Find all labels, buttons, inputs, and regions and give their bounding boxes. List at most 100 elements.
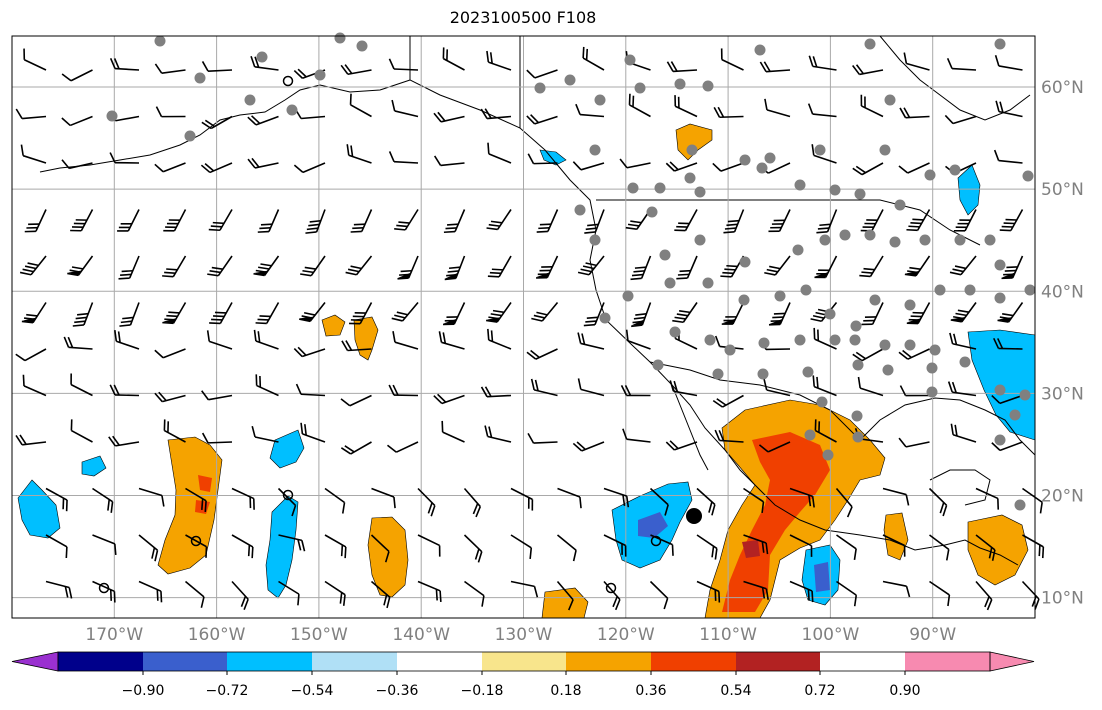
- wind-barb: [340, 64, 372, 76]
- wind-barb: [138, 534, 159, 562]
- station-marker: [864, 229, 876, 241]
- station-marker: [712, 368, 724, 380]
- wind-barb: [324, 580, 346, 606]
- station-marker: [622, 290, 634, 302]
- wind-barb: [763, 378, 791, 397]
- wind-barb: [154, 391, 186, 403]
- wind-barb: [950, 302, 977, 323]
- longitude-tick-labels: 170°W 160°W 150°W 140°W 130°W 120°W 110°W 100°W…: [85, 625, 956, 645]
- wind-barb: [67, 255, 94, 277]
- station-marker: [756, 162, 768, 174]
- open-circle-marker: [605, 582, 617, 594]
- wind-barb: [255, 302, 280, 325]
- station-marker: [694, 186, 706, 198]
- station-marker: [739, 154, 751, 166]
- wind-barb: [991, 394, 1023, 405]
- longitude-tick-label: 100°W: [802, 625, 860, 645]
- wind-barb: [201, 115, 233, 130]
- station-marker: [850, 320, 862, 332]
- wind-barb: [92, 580, 116, 603]
- wind-barb: [696, 487, 716, 516]
- station-marker: [904, 299, 916, 311]
- wind-barb: [622, 428, 651, 443]
- station-marker: [852, 431, 864, 443]
- anomaly-negative-west-small: [81, 455, 107, 477]
- wind-barb: [929, 580, 951, 607]
- wind-barb: [975, 580, 993, 611]
- station-marker: [854, 188, 866, 200]
- station-marker: [356, 40, 368, 52]
- wind-barb: [397, 255, 419, 280]
- wind-barb: [154, 348, 186, 359]
- wind-barb: [904, 255, 931, 277]
- open-circle-marker: [98, 582, 110, 594]
- wind-barb: [438, 331, 465, 350]
- station-marker: [879, 339, 891, 351]
- station-marker: [804, 429, 816, 441]
- station-marker: [949, 164, 961, 176]
- latitude-tick-label: 30°N: [1041, 384, 1084, 404]
- wind-barb: [92, 487, 114, 513]
- wind-barb: [184, 580, 205, 608]
- wind-barb: [949, 332, 977, 350]
- colorbar: −0.90 −0.72 −0.54 −0.36 −0.18 0.18 0.36 0.54 0.7…: [11, 651, 1035, 699]
- wind-barb: [603, 534, 627, 557]
- wind-barb: [666, 61, 698, 73]
- wind-barb: [625, 209, 652, 231]
- wind-barb: [350, 209, 373, 233]
- open-circle-marker: [282, 75, 294, 87]
- wind-barb: [947, 381, 977, 397]
- anomaly-negative-hawaii: [265, 495, 299, 599]
- wind-barb: [443, 302, 466, 326]
- wind-barb: [138, 487, 165, 507]
- wind-barb: [154, 63, 186, 74]
- wind-barb: [108, 435, 140, 447]
- wind-barb: [61, 115, 93, 127]
- wind-barb: [15, 434, 47, 446]
- wind-barb: [231, 534, 254, 559]
- wind-barb: [526, 348, 558, 360]
- wind-barb: [70, 373, 93, 397]
- coastline-yucatan: [929, 469, 991, 506]
- colorbar-tick-label: −0.72: [206, 683, 249, 699]
- wind-barb: [45, 580, 73, 599]
- colorbar-segment: [227, 652, 312, 671]
- anomaly-positive-guatemala: [883, 512, 909, 561]
- wind-barb: [1021, 580, 1040, 610]
- latitude-tick-label: 60°N: [1041, 78, 1084, 98]
- wind-barb: [991, 441, 1023, 452]
- wind-barb: [442, 47, 465, 71]
- coastline-gulf: [859, 397, 1036, 456]
- station-marker: [984, 234, 996, 246]
- colorbar-tick-label: −0.90: [122, 683, 165, 699]
- station-marker: [106, 110, 118, 122]
- wind-barb: [443, 209, 466, 234]
- wind-barb: [807, 103, 837, 118]
- wind-barb: [92, 534, 117, 556]
- wind-barb: [251, 425, 279, 443]
- wind-barb: [510, 487, 534, 511]
- wind-barb: [324, 534, 347, 559]
- wind-barb: [572, 441, 605, 452]
- wind-barb: [975, 487, 1000, 510]
- anomaly-negative-west: [17, 479, 61, 539]
- wind-barb: [299, 302, 326, 323]
- wind-barb: [899, 385, 930, 397]
- colorbar-segment: [143, 652, 227, 671]
- wind-barb: [768, 302, 791, 326]
- station-marker: [194, 72, 206, 84]
- wind-barb: [20, 144, 47, 164]
- station-marker: [994, 259, 1006, 271]
- wind-barb: [575, 103, 605, 118]
- wind-barb: [349, 302, 373, 325]
- station-marker: [802, 366, 814, 378]
- colorbar-segment: [482, 652, 566, 671]
- wind-barb: [15, 348, 47, 362]
- station-marker: [589, 234, 601, 246]
- wind-barb: [201, 432, 233, 444]
- coastline-north-america: [409, 36, 1019, 566]
- wind-barb: [22, 374, 47, 397]
- station-marker: [634, 82, 646, 94]
- anomaly-strong-central-pacific: [195, 475, 212, 514]
- wind-barb: [441, 420, 465, 443]
